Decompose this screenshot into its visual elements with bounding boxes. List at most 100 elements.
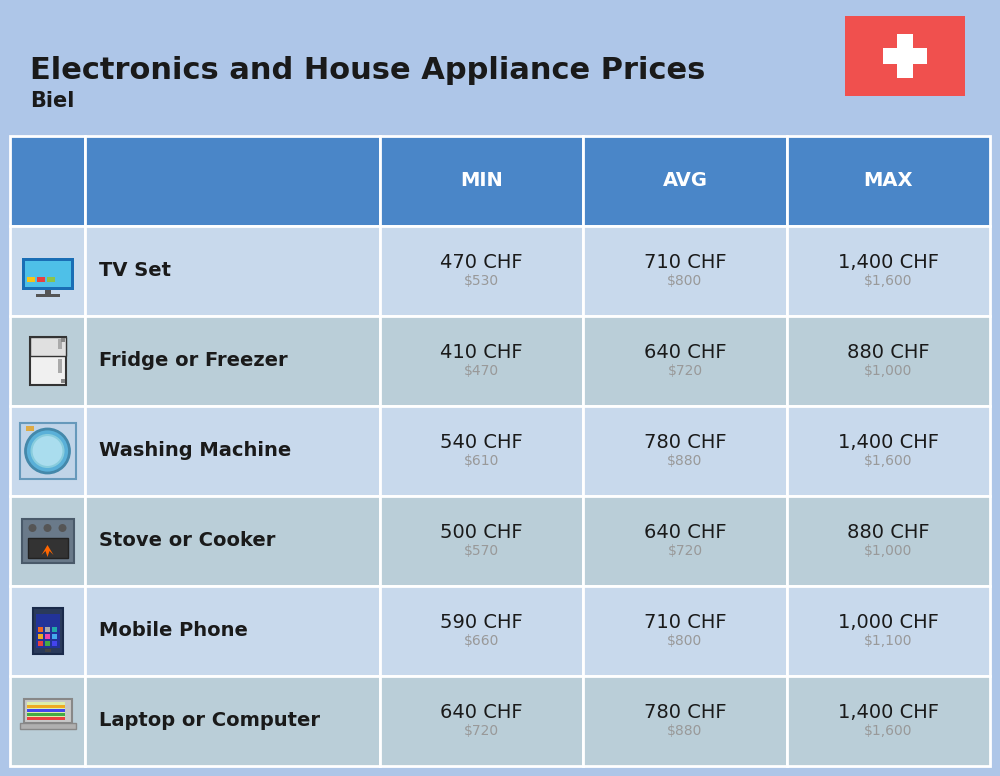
Text: $720: $720 (464, 724, 499, 738)
Bar (60, 379, 64, 383)
Bar (60, 338, 64, 342)
Bar (897, 34, 913, 78)
Bar (380, 496, 583, 586)
Bar (583, 316, 787, 406)
Bar (380, 406, 583, 496)
Bar (24, 261, 70, 287)
Bar (46, 277, 54, 282)
Text: $530: $530 (464, 274, 499, 288)
Bar (85, 676, 380, 766)
Text: 500 CHF: 500 CHF (440, 524, 523, 542)
Text: Washing Machine: Washing Machine (99, 442, 291, 460)
Text: 1,400 CHF: 1,400 CHF (838, 434, 939, 452)
Bar (32, 608, 62, 654)
Bar (38, 634, 42, 639)
Text: 780 CHF: 780 CHF (644, 434, 726, 452)
Bar (380, 316, 583, 406)
Text: $720: $720 (667, 364, 703, 378)
Bar (583, 226, 787, 316)
Text: Mobile Phone: Mobile Phone (99, 622, 248, 640)
Text: $470: $470 (464, 364, 499, 378)
Bar (26, 717, 64, 720)
Bar (28, 539, 68, 558)
Bar (22, 258, 74, 290)
Bar (380, 226, 583, 316)
Bar (52, 634, 56, 639)
Bar (787, 406, 990, 496)
Bar (38, 627, 42, 632)
Bar (26, 702, 64, 720)
Bar (36, 277, 44, 282)
Bar (583, 496, 787, 586)
Text: Electronics and House Appliance Prices: Electronics and House Appliance Prices (30, 56, 705, 85)
Text: $880: $880 (667, 724, 703, 738)
Text: 640 CHF: 640 CHF (440, 704, 523, 722)
Circle shape (32, 435, 64, 467)
Bar (787, 496, 990, 586)
Bar (20, 723, 76, 729)
Polygon shape (42, 545, 54, 557)
Bar (30, 337, 66, 356)
Bar (380, 136, 583, 226)
Bar (10, 136, 85, 226)
Bar (24, 699, 72, 723)
Text: 1,000 CHF: 1,000 CHF (838, 614, 939, 632)
Text: 880 CHF: 880 CHF (847, 344, 930, 362)
Bar (85, 136, 380, 226)
Text: $880: $880 (667, 454, 703, 468)
Text: $610: $610 (464, 454, 499, 468)
Bar (85, 586, 380, 676)
Text: Stove or Cooker: Stove or Cooker (99, 532, 275, 550)
Text: $1,600: $1,600 (864, 724, 913, 738)
Bar (85, 226, 380, 316)
Text: $1,000: $1,000 (864, 544, 913, 558)
Bar (787, 676, 990, 766)
Text: 590 CHF: 590 CHF (440, 614, 523, 632)
Circle shape (44, 524, 52, 532)
Bar (10, 676, 85, 766)
Text: 1,400 CHF: 1,400 CHF (838, 254, 939, 272)
Text: $800: $800 (667, 634, 703, 648)
Bar (10, 316, 85, 406)
Bar (883, 48, 927, 64)
Text: Fridge or Freezer: Fridge or Freezer (99, 352, 288, 370)
Bar (38, 641, 42, 646)
Bar (85, 406, 380, 496)
Bar (26, 277, 34, 282)
Text: $1,600: $1,600 (864, 274, 913, 288)
Text: 540 CHF: 540 CHF (440, 434, 523, 452)
Bar (44, 649, 50, 652)
Circle shape (28, 524, 36, 532)
Bar (52, 627, 56, 632)
Text: $1,100: $1,100 (864, 634, 913, 648)
Text: $1,000: $1,000 (864, 364, 913, 378)
Bar (36, 294, 60, 297)
Bar (22, 519, 74, 563)
Text: 640 CHF: 640 CHF (644, 524, 726, 542)
Text: $660: $660 (464, 634, 499, 648)
Bar (787, 136, 990, 226)
Bar (787, 316, 990, 406)
Circle shape (58, 524, 66, 532)
Bar (58, 359, 62, 373)
Bar (787, 226, 990, 316)
Bar (26, 705, 64, 708)
Bar (44, 290, 50, 295)
Bar (30, 337, 66, 385)
Text: 1,400 CHF: 1,400 CHF (838, 704, 939, 722)
Bar (380, 676, 583, 766)
Bar (845, 16, 965, 96)
Bar (583, 136, 787, 226)
Text: Laptop or Computer: Laptop or Computer (99, 712, 320, 730)
Bar (787, 586, 990, 676)
Bar (85, 496, 380, 586)
Circle shape (26, 429, 70, 473)
Bar (44, 641, 50, 646)
Text: $1,600: $1,600 (864, 454, 913, 468)
Bar (583, 586, 787, 676)
Bar (20, 423, 76, 479)
Bar (10, 406, 85, 496)
Text: $570: $570 (464, 544, 499, 558)
Bar (26, 709, 64, 712)
Bar (10, 496, 85, 586)
